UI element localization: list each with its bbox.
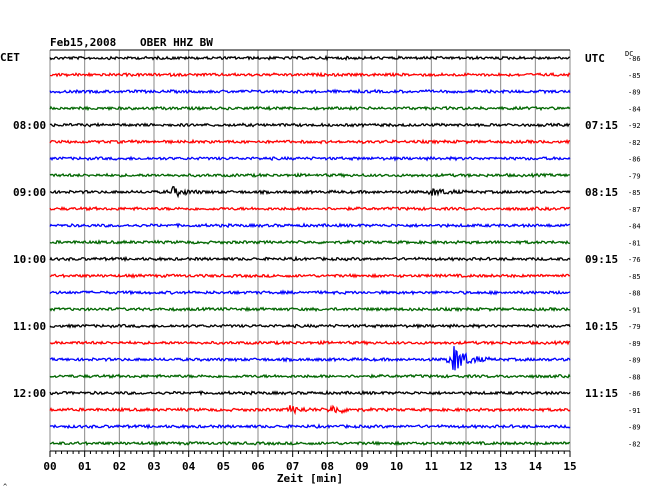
dc-offset-label: -89 [628,357,641,365]
dc-offset-label: -81 [628,239,641,247]
time-gridlines [49,49,571,451]
left-hour-label: 08:00 [13,119,46,132]
left-hour-label: 09:00 [13,186,46,199]
right-time-label: 10:15 [585,320,618,333]
right-time-label: 09:15 [585,253,618,266]
left-timezone-label: CET [0,51,20,64]
dc-offset-label: -86 [628,390,641,398]
trace-line [49,185,571,199]
trace-line [49,423,571,430]
trace-line [49,373,571,379]
left-hour-label: 10:00 [13,253,46,266]
x-tick-label: 06 [251,460,265,473]
left-hour-label: 11:00 [13,320,46,333]
x-tick-label: 14 [529,460,543,473]
header-date: Feb15,2008 [50,36,116,49]
x-axis-label: Zeit [min] [277,472,343,485]
trace-line [49,88,571,95]
seismic-traces [49,54,571,447]
corner-mark: ^ [3,483,7,491]
dc-offset-label: -88 [628,290,641,298]
trace-line [49,306,571,313]
left-hour-labels: 08:00 09:00 10:00 11:00 12:00 [13,119,46,400]
trace-line [49,404,571,416]
x-axis: 00 01 02 03 04 05 06 07 08 09 10 11 12 13 14 15 [43,450,577,473]
x-tick-label: 01 [78,460,92,473]
right-time-label: UTC [585,52,605,65]
dc-offset-label: -84 [628,105,641,113]
trace-line [49,289,571,296]
trace-line [49,239,571,246]
x-tick-label: 07 [286,460,299,473]
dc-offset-label: -87 [628,206,641,214]
right-time-label: 11:15 [585,387,618,400]
x-tick-label: 09 [355,460,368,473]
x-tick-label: 11 [425,460,439,473]
x-tick-label: 10 [390,460,403,473]
x-tick-label: 12 [459,460,472,473]
left-hour-label: 12:00 [13,387,46,400]
x-tick-label: 15 [563,460,576,473]
dc-offset-label: -82 [628,440,641,448]
dc-label: DC [625,50,633,58]
dc-offset-label: -85 [628,72,641,80]
x-tick-label: 08 [321,460,334,473]
dc-offset-label: -86 [628,55,641,63]
dc-offset-label: -85 [628,273,641,281]
dc-offset-label: -84 [628,223,641,231]
trace-line [49,222,571,229]
trace-line [49,54,571,62]
dc-offset-label: -88 [628,373,641,381]
trace-line [49,138,571,145]
trace-line [49,255,571,263]
right-time-label: 07:15 [585,119,618,132]
trace-line [49,323,571,330]
trace-line [49,389,571,397]
dc-offset-label: -79 [628,172,641,180]
x-tick-label: 02 [113,460,126,473]
dc-offset-label: -89 [628,340,641,348]
x-tick-label: 04 [182,460,196,473]
dc-offset-label: -91 [628,407,641,415]
trace-line [49,205,571,212]
dc-offset-label: -92 [628,122,641,130]
trace-line [49,272,571,279]
x-tick-label: 13 [494,460,507,473]
trace-line [49,346,571,371]
dc-offset-label: -85 [628,189,641,197]
x-tick-label: 00 [43,460,56,473]
dc-offset-label: -82 [628,139,641,147]
trace-line [49,172,571,179]
x-tick-label: 03 [147,460,160,473]
dc-offset-label: -91 [628,306,641,314]
right-time-label: 08:15 [585,186,618,199]
dc-offset-label: -86 [628,156,641,164]
header-station: OBER HHZ BW [140,36,213,49]
trace-line [49,122,570,128]
trace-line [49,339,571,346]
dc-offset-label: -89 [628,424,641,432]
right-time-labels: UTC 07:15 08:15 09:15 10:15 11:15 [585,52,618,400]
dc-offset-labels: -86 -85 -89 -84 -92 -82 -86 -79 -85 -87 -84 -81 -76 -… [628,55,641,448]
trace-line [49,105,571,112]
x-tick-label: 05 [217,460,230,473]
trace-line [49,71,571,78]
trace-line [49,155,571,162]
trace-line [49,440,571,447]
dc-offset-label: -79 [628,323,641,331]
dc-offset-label: -89 [628,89,641,97]
dc-offset-label: -76 [628,256,641,264]
